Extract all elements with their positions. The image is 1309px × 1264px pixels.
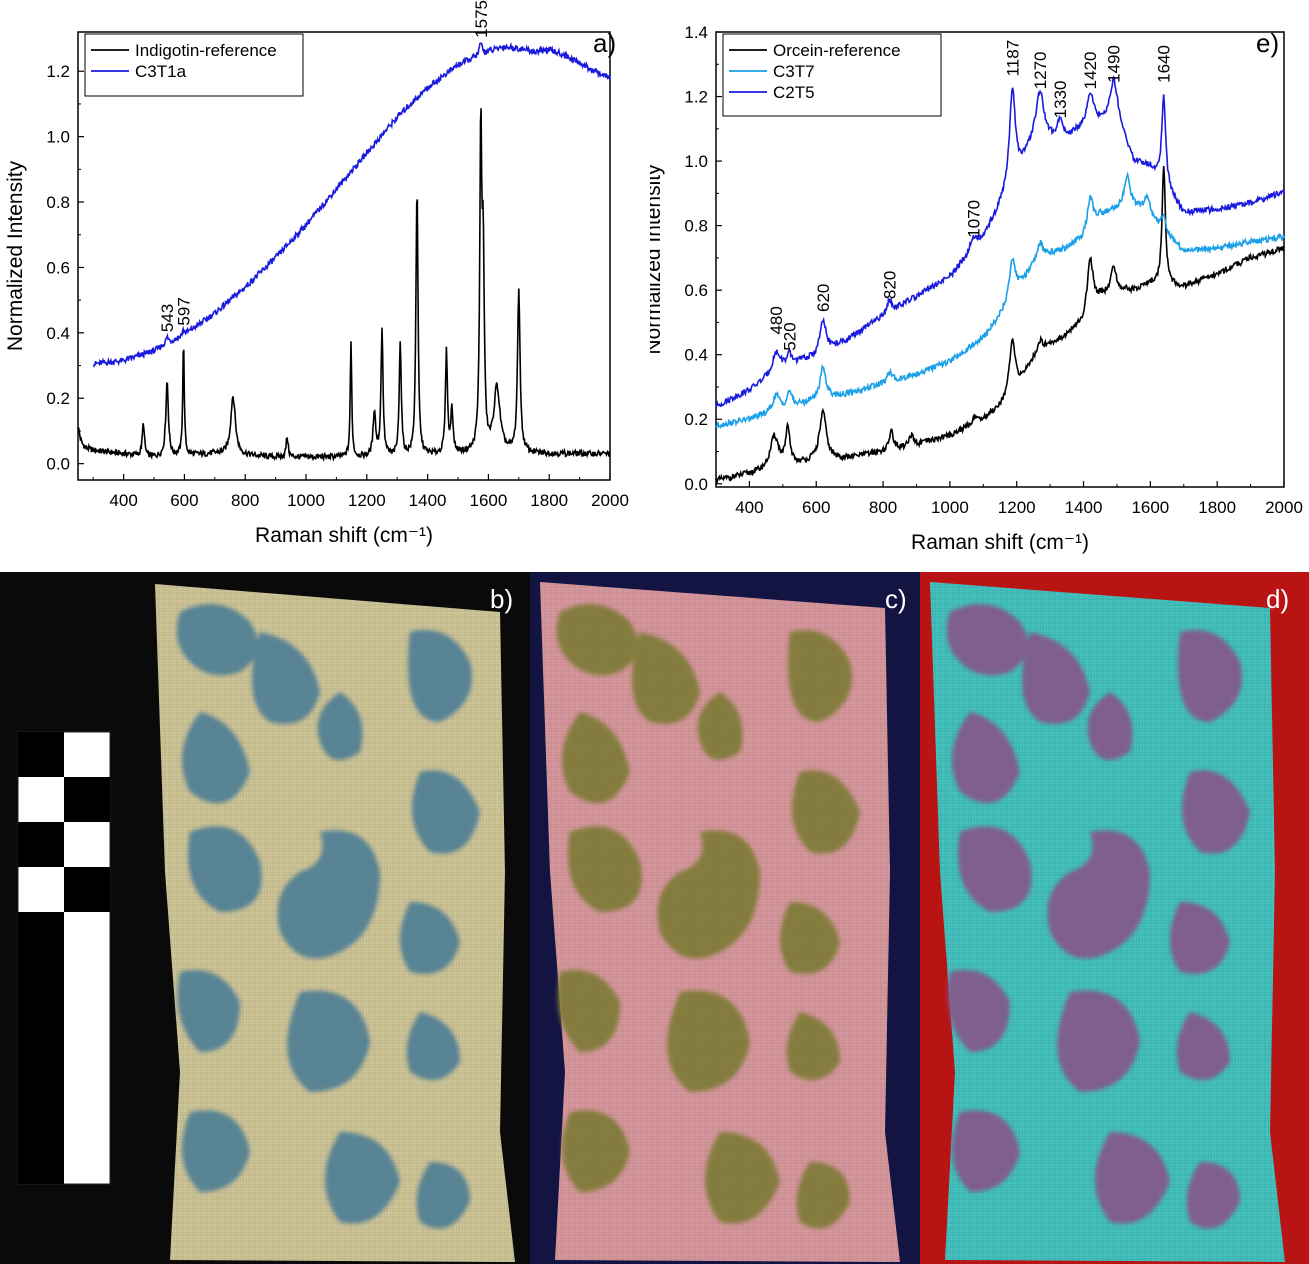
x-tick-label: 600 (170, 491, 198, 510)
panel-label-a: a) (593, 28, 616, 58)
y-tick-label: 0.0 (46, 455, 70, 474)
y-tick-label: 0.6 (684, 281, 708, 300)
panel-label-c: c) (885, 584, 907, 614)
series-line-C3T7 (715, 171, 1285, 430)
x-tick-label: 1400 (409, 491, 447, 510)
y-tick-label: 0.2 (684, 410, 708, 429)
x-tick-label: 800 (231, 491, 259, 510)
y-tick-label: 1.0 (684, 152, 708, 171)
chart-a-raman-spectra: 400 600 800 1000 1200 1400 1600 1800 2000 0.0 0.2 0… (4, 0, 629, 547)
y-tick-label: 1.2 (684, 88, 708, 107)
y-tick-label: 1.0 (46, 128, 70, 147)
series-line-C3T1a (92, 41, 611, 368)
panel-label-b: b) (490, 584, 513, 614)
legend-box (722, 33, 942, 117)
y-tick-label: 0.0 (684, 475, 708, 494)
x-tick-label: 400 (109, 491, 137, 510)
x-tick-label: 400 (735, 498, 763, 517)
x-tick-label: 1200 (348, 491, 386, 510)
peak-label: 520 (781, 322, 800, 350)
x-axis-label: Raman shift (cm⁻¹) (911, 531, 1089, 554)
peak-label: 1575 (472, 0, 491, 38)
series-line-Indigotin-reference (77, 108, 611, 463)
x-tick-label: 1200 (998, 498, 1036, 517)
x-tick-label: 600 (802, 498, 830, 517)
velvet-pattern (946, 604, 1250, 1229)
legend-label: Orcein-reference (773, 41, 901, 60)
peak-label: 1330 (1051, 81, 1070, 119)
x-tick-label: 2000 (1265, 498, 1303, 517)
plot-frame (77, 31, 611, 481)
x-tick-label: 800 (869, 498, 897, 517)
peak-label: 1490 (1105, 45, 1124, 83)
x-tick-label: 1800 (1198, 498, 1236, 517)
velvet-pattern (556, 604, 860, 1229)
y-tick-label: 0.8 (46, 193, 70, 212)
x-tick-label: 1400 (1065, 498, 1103, 517)
x-tick-label: 1600 (469, 491, 507, 510)
legend-label: C3T1a (135, 62, 187, 81)
peak-label: 1070 (964, 200, 983, 238)
photo-panel-b-visible: b) (0, 572, 530, 1264)
panel-label-e: e) (1256, 28, 1279, 58)
y-tick-label: 1.2 (46, 62, 70, 81)
panel-label-d: d) (1266, 584, 1289, 614)
scale-bar-checker (17, 731, 111, 1185)
chart-e-raman-spectra: 400 600 800 1000 1200 1400 1600 1800 2000 0.0 0.2 0… (650, 23, 1303, 554)
x-tick-label: 1000 (931, 498, 969, 517)
x-tick-label: 1600 (1131, 498, 1169, 517)
series-line-Orcein-reference (715, 166, 1285, 486)
y-tick-label: 0.2 (46, 389, 70, 408)
photo-panel-c-uv: c) (530, 572, 920, 1264)
peak-label: 1270 (1031, 51, 1050, 89)
y-tick-label: 0.4 (46, 324, 70, 343)
peak-label: 1640 (1155, 45, 1174, 83)
x-axis-label: Raman shift (cm⁻¹) (255, 524, 433, 547)
y-tick-label: 0.6 (46, 258, 70, 277)
peak-label: 480 (767, 306, 786, 334)
legend-label: C2T5 (773, 83, 815, 102)
peak-label: 820 (881, 271, 900, 299)
peak-label: 597 (174, 297, 193, 325)
y-tick-label: 0.4 (684, 346, 708, 365)
y-tick-label: 1.4 (684, 23, 708, 42)
legend-label: C3T7 (773, 62, 815, 81)
series-line-C2T5 (715, 75, 1285, 408)
plot-frame (715, 31, 1285, 488)
x-tick-label: 1800 (530, 491, 568, 510)
photo-panel-d-ir: d) (920, 572, 1309, 1264)
y-axis-label: Normalized Intensity (650, 164, 665, 355)
y-axis-label: Normalized Intensity (4, 160, 27, 351)
legend-box (84, 33, 304, 97)
peak-label: 543 (158, 304, 177, 332)
x-tick-label: 2000 (591, 491, 629, 510)
peak-label: 1420 (1081, 51, 1100, 89)
peak-label: 620 (814, 284, 833, 312)
peak-label: 1187 (1003, 40, 1022, 77)
legend-label: Indigotin-reference (135, 41, 277, 60)
x-tick-label: 1000 (287, 491, 325, 510)
y-tick-label: 0.8 (684, 217, 708, 236)
velvet-pattern (176, 604, 480, 1229)
